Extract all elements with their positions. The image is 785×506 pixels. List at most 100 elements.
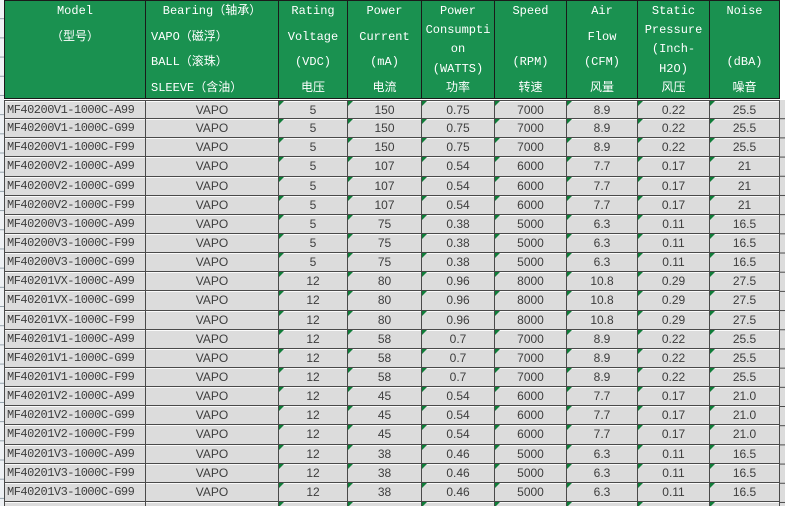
cell-consumption[interactable]: 0.7	[422, 348, 495, 368]
cell-noise[interactable]: 27.5	[710, 310, 780, 330]
cell-voltage[interactable]: 12	[279, 406, 348, 426]
cell-consumption[interactable]: 0.46	[422, 482, 495, 502]
cell-airflow[interactable]: 10.8	[567, 310, 638, 330]
cell-pressure[interactable]: 0.11	[638, 444, 710, 464]
column-header-bearing[interactable]: Bearing（轴承） VAPO（磁浮） BALL（滚珠） SLEEVE（含油）	[146, 1, 279, 98]
cell-model[interactable]: MF40200V2-1000C-F99	[4, 195, 146, 215]
cell-model[interactable]: MF40200V1-1000C-F99	[4, 138, 146, 158]
cell-noise[interactable]: 16.5	[710, 482, 780, 502]
cell-noise[interactable]: 16.5	[710, 444, 780, 464]
cell-voltage[interactable]: 5	[279, 214, 348, 234]
cell-current[interactable]: 107	[348, 195, 422, 215]
cell-current[interactable]: 80	[348, 310, 422, 330]
cell-bearing[interactable]: VAPO	[146, 138, 279, 158]
cell-airflow[interactable]: 8.9	[567, 100, 638, 120]
cell-speed[interactable]: 5000	[495, 444, 567, 464]
cell-pressure[interactable]: 0.17	[638, 425, 710, 445]
cell-speed[interactable]: 7000	[495, 367, 567, 388]
cell-bearing[interactable]: VAPO	[146, 195, 279, 215]
cell-model[interactable]: MF40200V3-1000C-A99	[4, 214, 146, 234]
cell-bearing[interactable]: VAPO	[146, 329, 279, 349]
cell-voltage[interactable]: 5	[279, 100, 348, 120]
cell-current[interactable]: 58	[348, 329, 422, 349]
cell-voltage[interactable]: 12	[279, 425, 348, 445]
cell-noise[interactable]: 25.5	[710, 100, 780, 120]
cell-speed[interactable]: 6000	[495, 176, 567, 196]
cell-noise[interactable]: 27.5	[710, 272, 780, 292]
cell-bearing[interactable]: VAPO	[146, 233, 279, 254]
cell-voltage[interactable]: 12	[279, 482, 348, 502]
column-header-pressure[interactable]: Static Pressure (Inch- H2O) 风压	[638, 1, 710, 98]
cell-noise[interactable]: 27.5	[710, 291, 780, 311]
cell-current[interactable]: 45	[348, 406, 422, 426]
cell-pressure[interactable]: 0.11	[638, 253, 710, 273]
cell-speed[interactable]: 8000	[495, 291, 567, 311]
cell-partial-voltage[interactable]	[279, 501, 348, 506]
cell-consumption[interactable]: 0.96	[422, 291, 495, 311]
cell-bearing[interactable]: VAPO	[146, 119, 279, 139]
cell-current[interactable]: 150	[348, 138, 422, 158]
cell-bearing[interactable]: VAPO	[146, 425, 279, 445]
cell-model[interactable]: MF40201V2-1000C-F99	[4, 425, 146, 445]
cell-airflow[interactable]: 7.7	[567, 425, 638, 445]
cell-current[interactable]: 75	[348, 214, 422, 234]
cell-noise[interactable]: 16.5	[710, 214, 780, 234]
cell-current[interactable]: 80	[348, 291, 422, 311]
cell-speed[interactable]: 7000	[495, 348, 567, 368]
cell-pressure[interactable]: 0.29	[638, 310, 710, 330]
cell-pressure[interactable]: 0.29	[638, 291, 710, 311]
cell-consumption[interactable]: 0.75	[422, 119, 495, 139]
cell-pressure[interactable]: 0.22	[638, 348, 710, 368]
cell-voltage[interactable]: 5	[279, 176, 348, 196]
column-header-model[interactable]: Model （型号）	[4, 1, 146, 98]
cell-model[interactable]: MF40201V3-1000C-F99	[4, 463, 146, 483]
cell-voltage[interactable]: 12	[279, 463, 348, 483]
cell-noise[interactable]: 21.0	[710, 425, 780, 445]
cell-bearing[interactable]: VAPO	[146, 444, 279, 464]
cell-current[interactable]: 75	[348, 233, 422, 254]
cell-bearing[interactable]: VAPO	[146, 272, 279, 292]
cell-speed[interactable]: 6000	[495, 387, 567, 407]
cell-partial-airflow[interactable]	[567, 501, 638, 506]
cell-voltage[interactable]: 12	[279, 348, 348, 368]
cell-bearing[interactable]: VAPO	[146, 100, 279, 120]
cell-current[interactable]: 107	[348, 157, 422, 177]
cell-model[interactable]: MF40201VX-1000C-F99	[4, 310, 146, 330]
cell-current[interactable]: 38	[348, 482, 422, 502]
cell-model[interactable]: MF40201VX-1000C-G99	[4, 291, 146, 311]
cell-pressure[interactable]: 0.17	[638, 387, 710, 407]
cell-bearing[interactable]: VAPO	[146, 367, 279, 388]
cell-speed[interactable]: 5000	[495, 463, 567, 483]
cell-model[interactable]: MF40200V1-1000C-A99	[4, 100, 146, 120]
cell-airflow[interactable]: 7.7	[567, 195, 638, 215]
cell-pressure[interactable]: 0.11	[638, 463, 710, 483]
cell-speed[interactable]: 6000	[495, 195, 567, 215]
cell-consumption[interactable]: 0.7	[422, 367, 495, 388]
cell-consumption[interactable]: 0.75	[422, 100, 495, 120]
cell-consumption[interactable]: 0.75	[422, 138, 495, 158]
cell-noise[interactable]: 25.5	[710, 329, 780, 349]
cell-model[interactable]: MF40200V2-1000C-G99	[4, 176, 146, 196]
cell-airflow[interactable]: 6.3	[567, 233, 638, 254]
cell-noise[interactable]: 21	[710, 195, 780, 215]
cell-speed[interactable]: 6000	[495, 157, 567, 177]
cell-current[interactable]: 58	[348, 367, 422, 388]
cell-pressure[interactable]: 0.22	[638, 329, 710, 349]
cell-bearing[interactable]: VAPO	[146, 463, 279, 483]
column-header-current[interactable]: Power Current (mA) 电流	[348, 1, 422, 98]
cell-partial-noise[interactable]	[710, 501, 780, 506]
cell-speed[interactable]: 8000	[495, 272, 567, 292]
cell-model[interactable]: MF40201VX-1000C-A99	[4, 272, 146, 292]
cell-current[interactable]: 150	[348, 119, 422, 139]
cell-consumption[interactable]: 0.54	[422, 195, 495, 215]
cell-consumption[interactable]: 0.54	[422, 387, 495, 407]
cell-airflow[interactable]: 8.9	[567, 138, 638, 158]
cell-partial-consumption[interactable]	[422, 501, 495, 506]
cell-speed[interactable]: 5000	[495, 214, 567, 234]
cell-noise[interactable]: 21	[710, 157, 780, 177]
cell-speed[interactable]: 6000	[495, 406, 567, 426]
cell-pressure[interactable]: 0.17	[638, 157, 710, 177]
cell-model[interactable]: MF40200V3-1000C-F99	[4, 233, 146, 254]
cell-current[interactable]: 80	[348, 272, 422, 292]
cell-pressure[interactable]: 0.17	[638, 176, 710, 196]
